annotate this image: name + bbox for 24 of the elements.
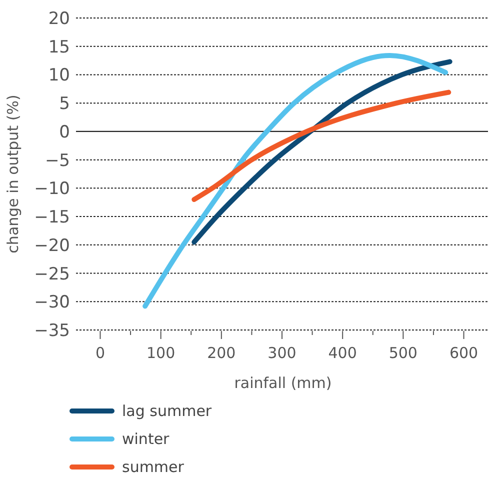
y-tick-label: 5 <box>59 94 70 114</box>
x-tick-label: 100 <box>146 344 176 362</box>
x-tick-label: 300 <box>268 344 296 362</box>
y-tick-label: −15 <box>34 208 70 228</box>
y-tick-label: −10 <box>34 179 70 200</box>
y-tick-label: −30 <box>34 292 70 313</box>
x-tick-label: 200 <box>207 344 236 362</box>
y-tick-label: −20 <box>34 236 70 256</box>
y-tick-label: −25 <box>34 264 70 284</box>
x-tick-label: 400 <box>328 344 357 362</box>
x-axis-title: rainfall (mm) <box>234 374 332 392</box>
legend-label: lag summer <box>122 402 212 420</box>
y-tick-label: −35 <box>34 321 70 341</box>
y-tick-label: −5 <box>44 150 70 171</box>
x-tick-label: 0 <box>95 344 106 362</box>
y-tick-label: 15 <box>48 37 70 58</box>
y-tick-label: 0 <box>59 122 70 142</box>
x-tick-label: 600 <box>449 344 478 362</box>
legend-label: summer <box>122 458 185 476</box>
y-tick-label: 10 <box>48 66 70 86</box>
y-axis-title: change in output (%) <box>4 94 22 254</box>
y-tick-label: 20 <box>48 9 70 29</box>
legend-label: winter <box>122 430 170 448</box>
x-tick-label: 500 <box>388 344 418 362</box>
